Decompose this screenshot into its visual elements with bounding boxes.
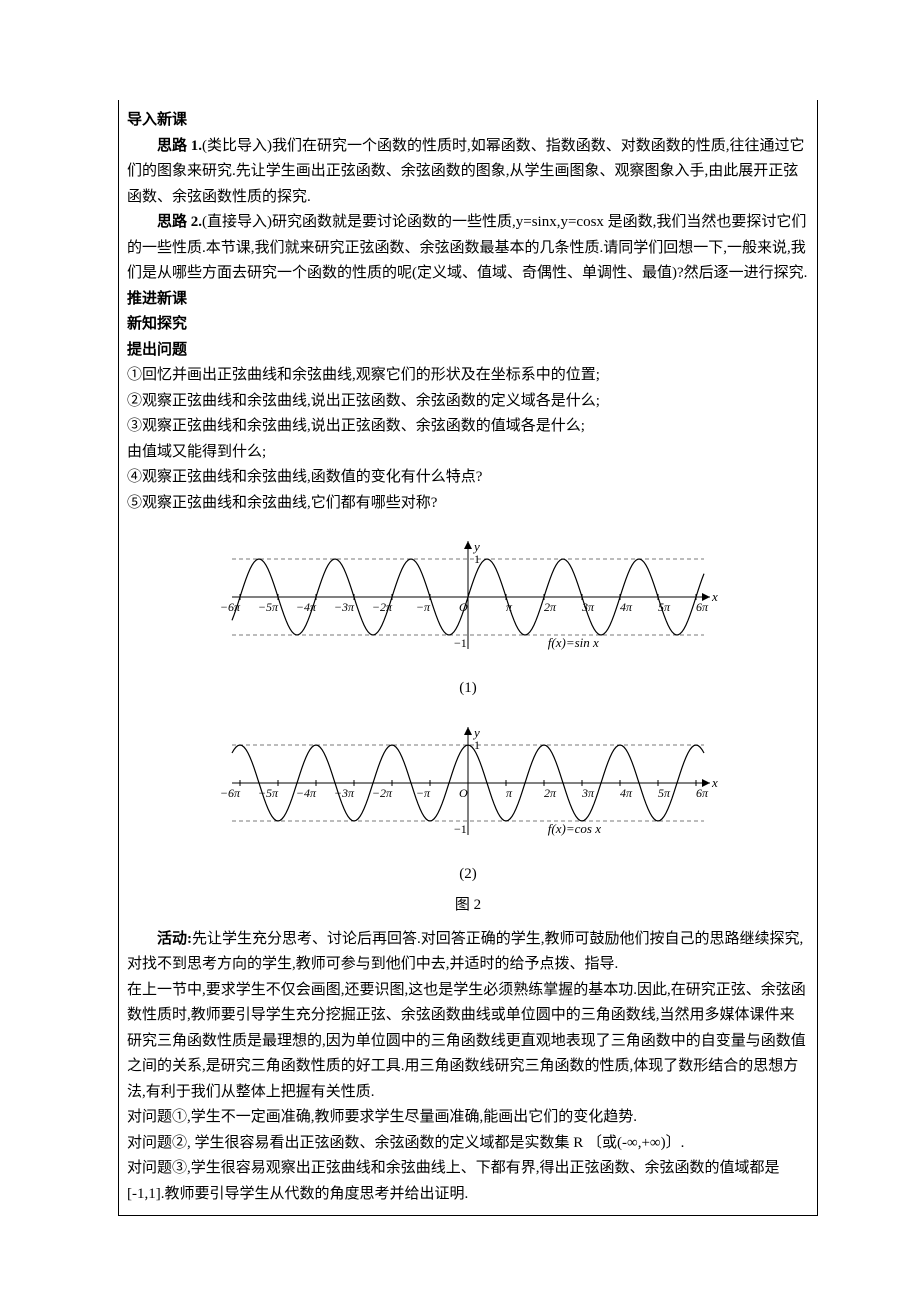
heading-intro: 导入新课 xyxy=(127,108,809,134)
svg-text:−5π: −5π xyxy=(258,786,279,800)
question-5: ⑤观察正弦曲线和余弦曲线,它们都有哪些对称? xyxy=(127,491,809,517)
svg-text:2π: 2π xyxy=(544,600,557,614)
svg-text:−4π: −4π xyxy=(296,786,317,800)
svg-text:6π: 6π xyxy=(696,600,709,614)
svg-text:−π: −π xyxy=(416,600,431,614)
figure-caption: 图 2 xyxy=(127,893,809,919)
svg-text:3π: 3π xyxy=(581,786,595,800)
idea-1: 思路 1.(类比导入)我们在研究一个函数的性质时,如幂函数、指数函数、对数函数的… xyxy=(127,134,809,211)
svg-text:−4π: −4π xyxy=(296,600,317,614)
question-4: ④观察正弦曲线和余弦曲线,函数值的变化有什么特点? xyxy=(127,465,809,491)
svg-text:2π: 2π xyxy=(544,786,557,800)
svg-text:−6π: −6π xyxy=(220,786,241,800)
svg-text:y: y xyxy=(472,539,480,554)
svg-text:−2π: −2π xyxy=(372,600,393,614)
idea-2-label: 思路 2. xyxy=(157,214,202,230)
svg-text:1: 1 xyxy=(474,738,480,752)
idea-2: 思路 2.(直接导入)研究函数就是要讨论函数的一些性质,y=sinx,y=cos… xyxy=(127,210,809,287)
svg-text:f(x)=cos x: f(x)=cos x xyxy=(548,821,601,836)
svg-text:x: x xyxy=(711,589,718,604)
activity-a3: 对问题③,学生很容易观察出正弦曲线和余弦曲线上、下都有界,得出正弦函数、余弦函数… xyxy=(127,1156,809,1207)
svg-text:π: π xyxy=(506,786,513,800)
svg-text:4π: 4π xyxy=(620,786,633,800)
question-3b: 由值域又能得到什么; xyxy=(127,440,809,466)
idea-1-label: 思路 1. xyxy=(157,138,202,154)
figure-sin-subcap: (1) xyxy=(127,676,809,702)
idea-1-text: (类比导入)我们在研究一个函数的性质时,如幂函数、指数函数、对数函数的性质,往往… xyxy=(127,138,805,205)
svg-text:−5π: −5π xyxy=(258,600,279,614)
svg-text:O: O xyxy=(459,786,468,800)
question-2: ②观察正弦曲线和余弦曲线,说出正弦函数、余弦函数的定义域各是什么; xyxy=(127,389,809,415)
heading-explore: 新知探究 xyxy=(127,312,809,338)
svg-text:6π: 6π xyxy=(696,786,709,800)
svg-text:−1: −1 xyxy=(454,822,467,836)
question-1: ①回忆并画出正弦曲线和余弦曲线,观察它们的形状及在坐标系中的位置; xyxy=(127,363,809,389)
svg-text:−3π: −3π xyxy=(334,786,355,800)
svg-text:1: 1 xyxy=(474,552,480,566)
svg-text:−π: −π xyxy=(416,786,431,800)
heading-question: 提出问题 xyxy=(127,338,809,364)
svg-text:O: O xyxy=(459,600,468,614)
activity-a2: 对问题②, 学生很容易看出正弦函数、余弦函数的定义域都是实数集 R 〔或(-∞,… xyxy=(127,1131,809,1157)
activity-par1-text: 先让学生充分思考、讨论后再回答.对回答正确的学生,教师可鼓励他们按自己的思路继续… xyxy=(127,931,803,973)
svg-text:y: y xyxy=(472,725,480,740)
svg-text:−6π: −6π xyxy=(220,600,241,614)
figure-cos-wrap: −6π −5π −4π −3π −2π −π Oπ 2π 3π 4π 5π 6π 1 −1 y x f(x)=c… xyxy=(127,708,809,858)
figure-cos-subcap: (2) xyxy=(127,862,809,888)
content-column: 导入新课 思路 1.(类比导入)我们在研究一个函数的性质时,如幂函数、指数函数、… xyxy=(118,100,818,1216)
cos-chart: −6π −5π −4π −3π −2π −π Oπ 2π 3π 4π 5π 6π 1 −1 y x f(x)=c… xyxy=(208,708,728,858)
activity-a1: 对问题①,学生不一定画准确,教师要求学生尽量画准确,能画出它们的变化趋势. xyxy=(127,1105,809,1131)
activity-label: 活动: xyxy=(157,931,192,947)
svg-text:−1: −1 xyxy=(454,636,467,650)
svg-text:−2π: −2π xyxy=(372,786,393,800)
document-page: 导入新课 思路 1.(类比导入)我们在研究一个函数的性质时,如幂函数、指数函数、… xyxy=(0,0,920,1302)
svg-text:x: x xyxy=(711,775,718,790)
figure-sin-wrap: −6π −5π −4π −3π −2π −π Oπ 2π 3π 4π 5π 6π 1 −1 y x f(x)=s… xyxy=(127,522,809,672)
svg-text:4π: 4π xyxy=(620,600,633,614)
svg-text:f(x)=sin x: f(x)=sin x xyxy=(548,635,599,650)
activity-par2: 在上一节中,要求学生不仅会画图,还要识图,这也是学生必须熟练掌握的基本功.因此,… xyxy=(127,978,809,1106)
idea-2-text: (直接导入)研究函数就是要讨论函数的一些性质,y=sinx,y=cosx 是函数… xyxy=(127,214,807,281)
svg-text:5π: 5π xyxy=(658,786,671,800)
svg-text:3π: 3π xyxy=(581,600,595,614)
svg-text:−3π: −3π xyxy=(334,600,355,614)
activity-par1: 活动:先让学生充分思考、讨论后再回答.对回答正确的学生,教师可鼓励他们按自己的思… xyxy=(127,927,809,978)
question-3: ③观察正弦曲线和余弦曲线,说出正弦函数、余弦函数的值域各是什么; xyxy=(127,414,809,440)
sin-chart: −6π −5π −4π −3π −2π −π Oπ 2π 3π 4π 5π 6π 1 −1 y x f(x)=s… xyxy=(208,522,728,672)
heading-advance: 推进新课 xyxy=(127,287,809,313)
svg-text:5π: 5π xyxy=(658,600,671,614)
svg-text:π: π xyxy=(506,600,513,614)
